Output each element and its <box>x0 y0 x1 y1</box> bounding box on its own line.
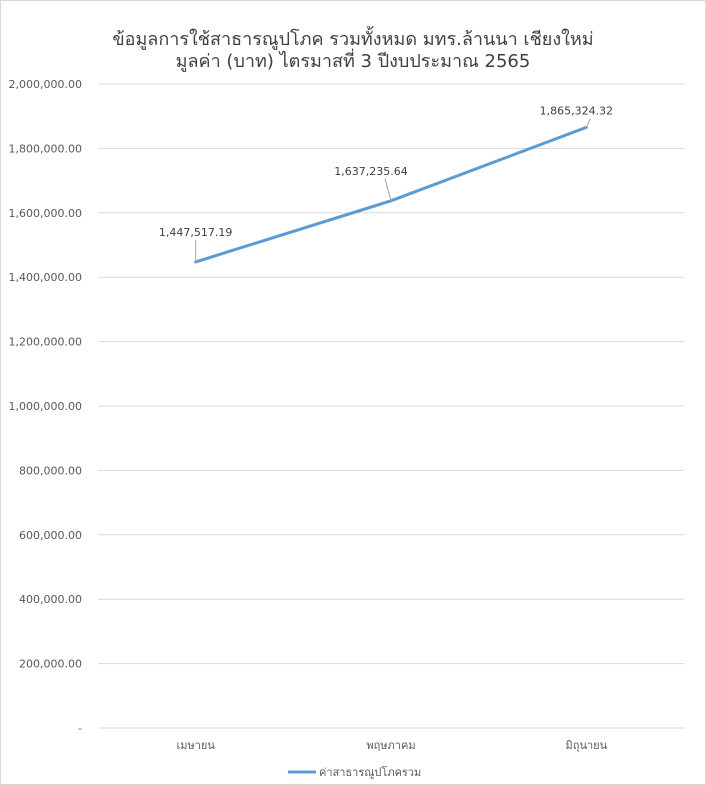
y-axis-tick-labels: - 200,000.00 400,000.00 600,000.00 800,000.0… <box>9 78 83 735</box>
y-tick-label: 400,000.00 <box>19 593 82 606</box>
y-tick-label: 800,000.00 <box>19 464 82 477</box>
y-tick-label: 1,200,000.00 <box>9 336 82 349</box>
legend-label: ค่าสาธารณูปโภครวม <box>319 765 421 779</box>
series-layer <box>194 125 588 264</box>
x-tick-label: พฤษภาคม <box>366 739 415 752</box>
chart-title-line-1: ข้อมูลการใช้สาธารณูปโภค รวมทั้งหมด มทร.ล… <box>112 29 594 50</box>
data-label: 1,865,324.32 <box>540 104 613 117</box>
data-labels: 1,447,517.19 1,637,235.64 1,865,324.32 <box>159 104 613 262</box>
data-label: 1,447,517.19 <box>159 226 232 239</box>
x-tick-label: มิถุนายน <box>566 739 608 752</box>
y-tick-label: 1,000,000.00 <box>9 400 82 413</box>
y-tick-label: 1,600,000.00 <box>9 207 82 220</box>
gridlines <box>98 83 684 729</box>
y-tick-label: 1,800,000.00 <box>9 142 82 155</box>
data-label-leader <box>384 178 392 201</box>
y-tick-label: 200,000.00 <box>19 658 82 671</box>
y-tick-label: 600,000.00 <box>19 529 82 542</box>
y-tick-label: 1,400,000.00 <box>9 271 82 284</box>
data-label: 1,637,235.64 <box>334 165 407 178</box>
y-tick-label: 2,000,000.00 <box>9 78 82 91</box>
data-label-leader <box>585 118 591 128</box>
legend: ค่าสาธารณูปโภครวม <box>288 765 421 779</box>
x-axis-tick-labels: เมษายน พฤษภาคม มิถุนายน <box>176 739 607 752</box>
x-tick-label: เมษายน <box>176 739 215 752</box>
y-tick-label: - <box>78 722 82 735</box>
chart-title-line-2: มูลค่า (บาท) ไตรมาสที่ 3 ปีงบประมาณ 2565 <box>175 51 531 72</box>
series-line <box>194 125 588 264</box>
